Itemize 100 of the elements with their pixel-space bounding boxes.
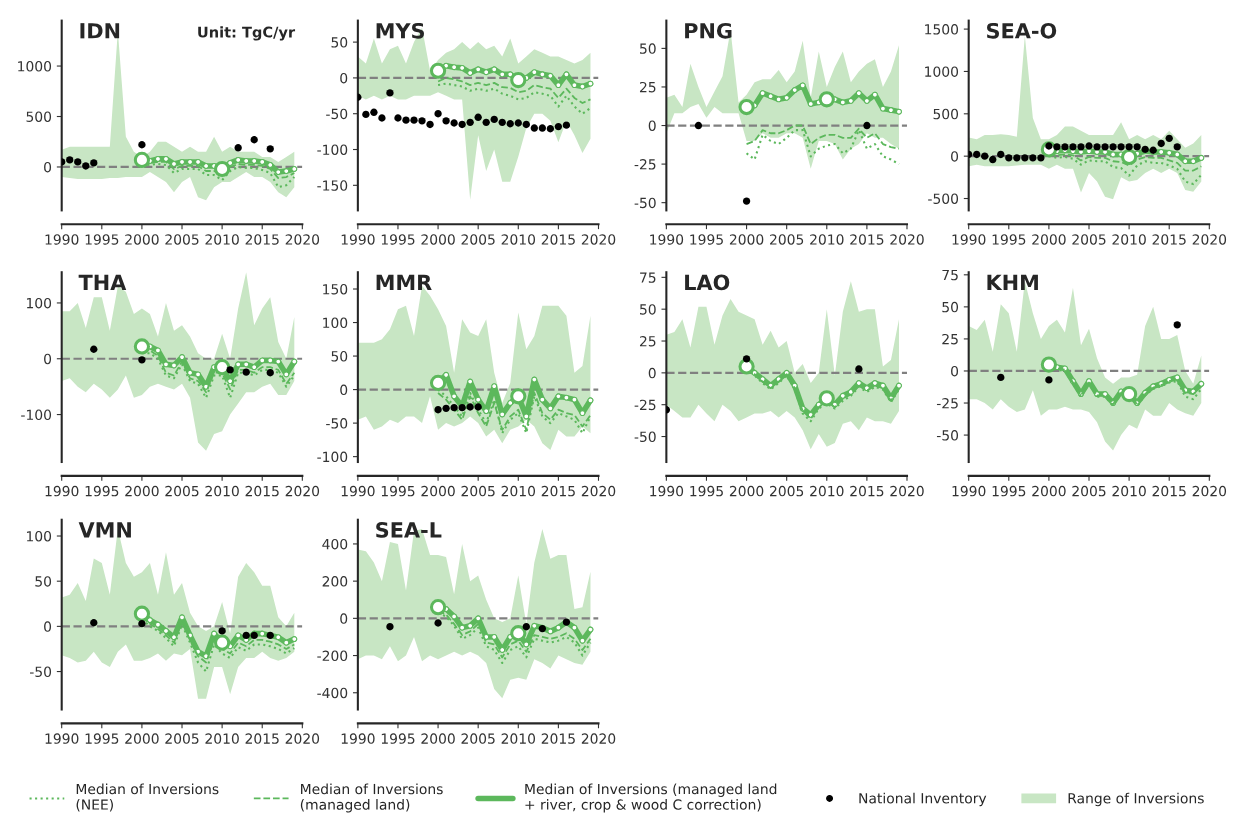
y-tick-label: -50 xyxy=(326,108,348,120)
y-tick-label: 1000 xyxy=(925,66,959,77)
y-tick-label: 1500 xyxy=(925,24,959,35)
chart-title: MMR xyxy=(376,274,432,290)
x-tick-label: 2015 xyxy=(245,234,279,245)
y-tick-label: 500 xyxy=(933,108,959,120)
x-tick-label: 2020 xyxy=(285,234,320,245)
y-tick-label: 100 xyxy=(26,530,52,542)
x-tick-label: 2000 xyxy=(1032,234,1066,245)
y-tick-label: -500 xyxy=(928,193,959,204)
x-tick-label: 2015 xyxy=(541,733,575,744)
x-tick-label: 2010 xyxy=(205,485,239,497)
x-tick-label: 2010 xyxy=(205,234,239,245)
y-tick-label: 0 xyxy=(951,151,959,162)
y-tick-label: 100 xyxy=(26,297,52,309)
x-tick-label: 2000 xyxy=(125,234,159,245)
chart-title: LAO xyxy=(685,274,730,291)
x-tick-label: 1990 xyxy=(341,234,375,245)
y-tick-label: -50 xyxy=(326,418,348,429)
annotation: Unit: TgC/yr xyxy=(198,26,296,41)
y-tick-label: 50 xyxy=(331,37,348,48)
x-tick-label: 2000 xyxy=(125,485,159,497)
x-tick-label: 2015 xyxy=(850,234,884,245)
y-tick-label: -150 xyxy=(317,180,348,191)
x-tick-label: 2020 xyxy=(581,733,616,744)
chart-title: VMN xyxy=(78,522,131,538)
chart-title: SEA-L xyxy=(376,522,442,538)
x-tick-label: 2010 xyxy=(810,234,844,245)
x-tick-label: 2000 xyxy=(421,485,455,497)
y-tick-label: 50 xyxy=(331,351,348,362)
x-tick-label: 1990 xyxy=(650,485,684,497)
x-tick-label: 2020 xyxy=(890,485,924,497)
x-tick-label: 1995 xyxy=(381,485,415,497)
y-tick-label: 0 xyxy=(44,621,52,632)
y-tick-label: 0 xyxy=(340,72,348,84)
x-tick-label: 2020 xyxy=(581,485,616,497)
x-tick-label: 2010 xyxy=(810,485,844,497)
x-tick-label: 1990 xyxy=(341,485,375,497)
x-tick-label: 2010 xyxy=(501,234,536,245)
x-tick-label: 1995 xyxy=(85,234,119,245)
chart-title: MYS xyxy=(376,22,424,39)
y-tick-label: 0 xyxy=(44,161,52,173)
x-tick-label: 2015 xyxy=(850,485,884,497)
x-tick-label: 2010 xyxy=(501,485,536,497)
y-tick-label: 0 xyxy=(951,365,959,377)
y-tick-label: -200 xyxy=(317,650,348,662)
x-tick-label: 2000 xyxy=(125,733,159,744)
y-tick-label: 0 xyxy=(340,613,348,624)
y-tick-label: 50 xyxy=(35,576,52,587)
y-tick-label: -25 xyxy=(936,397,958,409)
y-tick-label: -50 xyxy=(29,666,52,678)
y-tick-label: 25 xyxy=(639,81,656,93)
x-tick-label: 1990 xyxy=(45,485,79,497)
chart-title: THA xyxy=(78,274,127,290)
x-tick-label: 2010 xyxy=(1112,485,1146,497)
x-tick-label: 2000 xyxy=(421,234,455,245)
x-tick-label: 2020 xyxy=(890,234,924,245)
x-tick-label: 2005 xyxy=(1072,485,1106,497)
x-tick-label: 2005 xyxy=(1072,234,1106,245)
x-tick-label: 1995 xyxy=(992,485,1026,497)
y-tick-label: -50 xyxy=(634,197,656,209)
x-tick-label: 2005 xyxy=(165,733,199,744)
chart-title: SEA-O xyxy=(987,22,1057,39)
x-tick-label: 2020 xyxy=(1192,485,1227,497)
x-tick-label: 2015 xyxy=(1152,485,1186,497)
x-tick-label: 2005 xyxy=(461,234,495,245)
y-tick-label: 50 xyxy=(640,304,656,315)
x-tick-label: 2015 xyxy=(541,485,575,497)
y-tick-label: 0 xyxy=(44,353,52,365)
y-tick-label: -400 xyxy=(317,687,348,699)
x-tick-label: 2005 xyxy=(461,485,495,497)
x-tick-label: 2020 xyxy=(285,733,320,744)
y-tick-label: 50 xyxy=(942,301,959,313)
y-tick-label: 0 xyxy=(648,367,656,379)
x-tick-label: 1990 xyxy=(952,234,986,245)
y-tick-label: -50 xyxy=(634,431,656,442)
chart-title: KHM xyxy=(987,274,1038,290)
chart-title: PNG xyxy=(685,22,732,39)
x-tick-label: 2005 xyxy=(770,234,804,245)
x-tick-label: 2015 xyxy=(541,234,575,245)
legend-label: Range of Inversions xyxy=(1068,792,1204,807)
legend-label: Median of Inversions (managed land) xyxy=(300,783,443,813)
y-tick-label: 150 xyxy=(323,283,348,295)
y-tick-label: 1000 xyxy=(18,61,52,72)
x-tick-label: 1995 xyxy=(381,733,415,744)
x-tick-label: 1995 xyxy=(381,234,415,245)
y-tick-label: 400 xyxy=(322,538,348,550)
y-tick-label: -100 xyxy=(317,451,348,463)
y-tick-label: 25 xyxy=(942,333,958,345)
y-tick-label: -25 xyxy=(634,159,656,170)
y-tick-label: -100 xyxy=(317,144,348,155)
x-tick-label: 1990 xyxy=(45,234,79,245)
x-tick-label: 2015 xyxy=(245,733,279,744)
x-tick-label: 1995 xyxy=(690,485,723,497)
x-tick-label: 1995 xyxy=(992,234,1026,245)
x-tick-label: 2020 xyxy=(1192,234,1227,245)
x-tick-label: 2010 xyxy=(1112,234,1146,245)
x-tick-label: 1990 xyxy=(650,234,684,245)
y-tick-label: 0 xyxy=(340,384,348,396)
x-tick-label: 2005 xyxy=(461,733,495,744)
